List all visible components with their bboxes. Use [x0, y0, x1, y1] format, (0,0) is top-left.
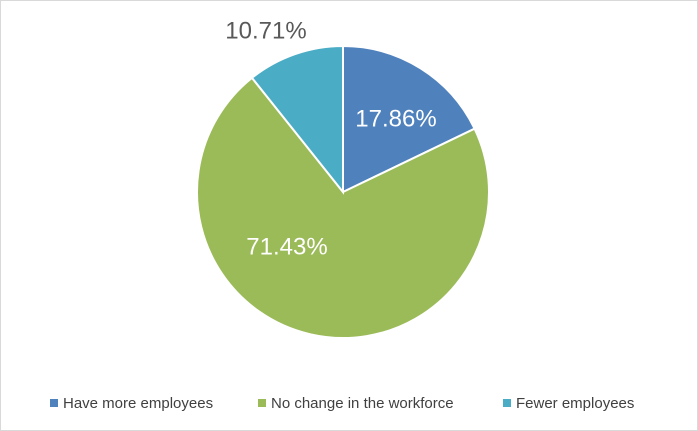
legend-marker: [258, 399, 266, 407]
data-label: 17.86%: [355, 105, 436, 132]
pie: 17.86% 71.43% 10.71%: [196, 17, 490, 339]
legend: Have more employees No change in the work…: [50, 395, 634, 412]
pie-slice: [342, 44, 476, 194]
pie-slice: [250, 44, 344, 195]
data-label: 71.43%: [246, 233, 327, 260]
legend-label: Fewer employees: [516, 395, 634, 412]
data-label: 10.71%: [225, 17, 306, 44]
legend-label: No change in the workforce: [271, 395, 454, 412]
legend-marker: [50, 399, 58, 407]
legend-marker: [503, 399, 511, 407]
legend-label: Have more employees: [63, 395, 213, 412]
pie-slice: [196, 76, 490, 339]
